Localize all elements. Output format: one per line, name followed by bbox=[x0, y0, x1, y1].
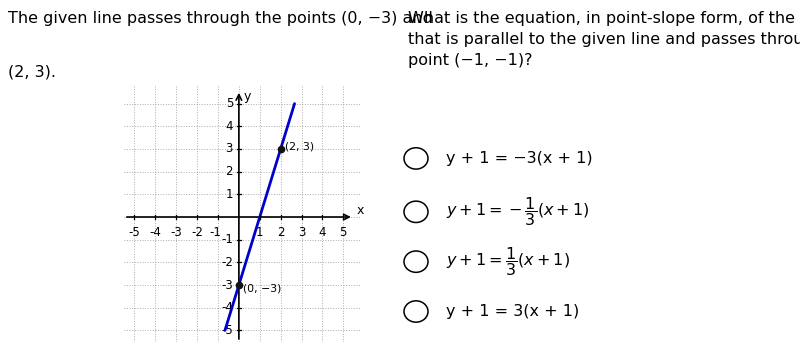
Text: 4: 4 bbox=[226, 120, 233, 133]
Text: 2: 2 bbox=[226, 165, 233, 178]
Text: -4: -4 bbox=[221, 301, 233, 314]
Text: The given line passes through the points (0, −3) and: The given line passes through the points… bbox=[8, 11, 433, 26]
Text: (2, 3).: (2, 3). bbox=[8, 64, 56, 79]
Text: 5: 5 bbox=[226, 97, 233, 110]
Text: (0, −3): (0, −3) bbox=[243, 283, 282, 293]
Text: -1: -1 bbox=[221, 233, 233, 246]
Text: -3: -3 bbox=[222, 278, 233, 292]
Text: -5: -5 bbox=[222, 324, 233, 337]
Text: -3: -3 bbox=[170, 226, 182, 239]
Text: 2: 2 bbox=[277, 226, 284, 239]
Text: 5: 5 bbox=[340, 226, 347, 239]
Text: y + 1 = 3(x + 1): y + 1 = 3(x + 1) bbox=[446, 304, 579, 319]
Text: -1: -1 bbox=[209, 226, 221, 239]
Text: 3: 3 bbox=[298, 226, 306, 239]
Text: y: y bbox=[244, 89, 251, 103]
Text: 1: 1 bbox=[256, 226, 263, 239]
Text: y + 1 = −3(x + 1): y + 1 = −3(x + 1) bbox=[446, 151, 593, 166]
Text: 1: 1 bbox=[226, 188, 233, 201]
Text: 3: 3 bbox=[226, 142, 233, 156]
Text: (2, 3): (2, 3) bbox=[285, 142, 314, 152]
Text: $y + 1 = -\dfrac{1}{3}(x + 1)$: $y + 1 = -\dfrac{1}{3}(x + 1)$ bbox=[446, 195, 590, 228]
Text: x: x bbox=[357, 204, 364, 217]
Text: -2: -2 bbox=[221, 256, 233, 269]
Text: -5: -5 bbox=[129, 226, 140, 239]
Text: 4: 4 bbox=[318, 226, 326, 239]
Text: $y + 1 = \dfrac{1}{3}(x + 1)$: $y + 1 = \dfrac{1}{3}(x + 1)$ bbox=[446, 245, 570, 278]
Text: -2: -2 bbox=[191, 226, 203, 239]
Text: What is the equation, in point-slope form, of the line
that is parallel to the g: What is the equation, in point-slope for… bbox=[408, 11, 800, 68]
Text: -4: -4 bbox=[150, 226, 162, 239]
